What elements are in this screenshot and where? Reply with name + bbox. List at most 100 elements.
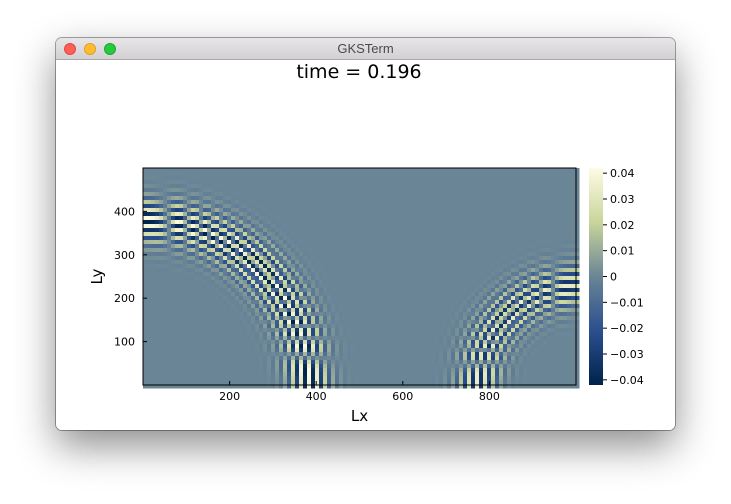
heatmap-cell [239, 168, 244, 173]
heatmap-cell [371, 244, 376, 249]
heatmap-cell [295, 344, 300, 349]
heatmap-cell [483, 192, 488, 197]
heatmap-cell [511, 264, 516, 269]
heatmap-cell [423, 200, 428, 205]
heatmap-cell [359, 320, 364, 325]
heatmap-cell [519, 252, 524, 257]
heatmap-cell [415, 188, 420, 193]
heatmap-cell [571, 276, 576, 281]
heatmap-cell [231, 288, 236, 293]
heatmap-cell [507, 288, 512, 293]
heatmap-cell [559, 316, 564, 321]
heatmap-cell [307, 328, 312, 333]
heatmap-cell [251, 264, 256, 269]
heatmap-cell [483, 344, 488, 349]
heatmap-cell [279, 212, 284, 217]
heatmap-cell [411, 324, 416, 329]
heatmap-cell [551, 240, 556, 245]
heatmap-cell [483, 180, 488, 185]
heatmap-cell [455, 220, 460, 225]
heatmap-cell [547, 336, 552, 341]
heatmap-cell [207, 332, 212, 337]
heatmap-cell [563, 332, 568, 337]
heatmap-cell [527, 300, 532, 305]
heatmap-cell [235, 220, 240, 225]
heatmap-cell [359, 184, 364, 189]
heatmap-cell [175, 280, 180, 285]
heatmap-cell [187, 296, 192, 301]
heatmap-cell [295, 184, 300, 189]
heatmap-cell [183, 216, 188, 221]
heatmap-cell [403, 244, 408, 249]
heatmap-cell [167, 252, 172, 257]
heatmap-cell [423, 316, 428, 321]
heatmap-cell [147, 208, 152, 213]
heatmap-cell [287, 272, 292, 277]
heatmap-cell [511, 268, 516, 273]
heatmap-cell [443, 320, 448, 325]
heatmap-cell [283, 300, 288, 305]
heatmap-cell [315, 340, 320, 345]
heatmap-cell [215, 204, 220, 209]
heatmap-cell [395, 196, 400, 201]
heatmap-cell [427, 304, 432, 309]
heatmap-cell [355, 336, 360, 341]
heatmap-cell [439, 256, 444, 261]
heatmap-cell [147, 180, 152, 185]
close-button[interactable] [64, 43, 76, 55]
heatmap-cell [155, 244, 160, 249]
heatmap-cell [483, 196, 488, 201]
heatmap-cell [195, 172, 200, 177]
heatmap-cell [467, 268, 472, 273]
heatmap-cell [367, 192, 372, 197]
heatmap-cell [555, 324, 560, 329]
heatmap-cell [195, 192, 200, 197]
heatmap-cell [503, 204, 508, 209]
heatmap-cell [163, 272, 168, 277]
heatmap-cell [247, 212, 252, 217]
heatmap-cell [387, 196, 392, 201]
heatmap-cell [215, 308, 220, 313]
minimize-button[interactable] [84, 43, 96, 55]
heatmap-cell [163, 268, 168, 273]
title-bar[interactable]: GKSTerm [56, 38, 675, 60]
heatmap-cell [439, 324, 444, 329]
heatmap-cell [315, 236, 320, 241]
heatmap-cell [167, 172, 172, 177]
heatmap-cell [535, 196, 540, 201]
heatmap-cell [375, 324, 380, 329]
heatmap-cell [199, 264, 204, 269]
heatmap-cell [495, 196, 500, 201]
heatmap-cell [255, 320, 260, 325]
heatmap-cell [315, 224, 320, 229]
heatmap-cell [319, 204, 324, 209]
heatmap-cell [435, 332, 440, 337]
zoom-button[interactable] [104, 43, 116, 55]
heatmap-cell [367, 204, 372, 209]
heatmap-cell [143, 184, 148, 189]
heatmap-cell [203, 300, 208, 305]
heatmap-cell [163, 348, 168, 353]
heatmap-cell [247, 232, 252, 237]
heatmap-cell [327, 216, 332, 221]
heatmap-cell [503, 320, 508, 325]
heatmap-cell [231, 280, 236, 285]
heatmap-cell [563, 232, 568, 237]
heatmap-cell [403, 292, 408, 297]
heatmap-cell [487, 192, 492, 197]
heatmap-cell [567, 200, 572, 205]
heatmap-cell [459, 220, 464, 225]
heatmap-cell [315, 268, 320, 273]
heatmap-cell [247, 328, 252, 333]
heatmap-cell [375, 256, 380, 261]
heatmap-cell [351, 276, 356, 281]
heatmap-cell [295, 316, 300, 321]
heatmap-cell [371, 272, 376, 277]
heatmap-cell [163, 320, 168, 325]
heatmap-cell [303, 208, 308, 213]
heatmap-cell [467, 264, 472, 269]
heatmap-cell [171, 304, 176, 309]
heatmap-cell [291, 176, 296, 181]
heatmap-cell [287, 284, 292, 289]
heatmap-cell [459, 264, 464, 269]
